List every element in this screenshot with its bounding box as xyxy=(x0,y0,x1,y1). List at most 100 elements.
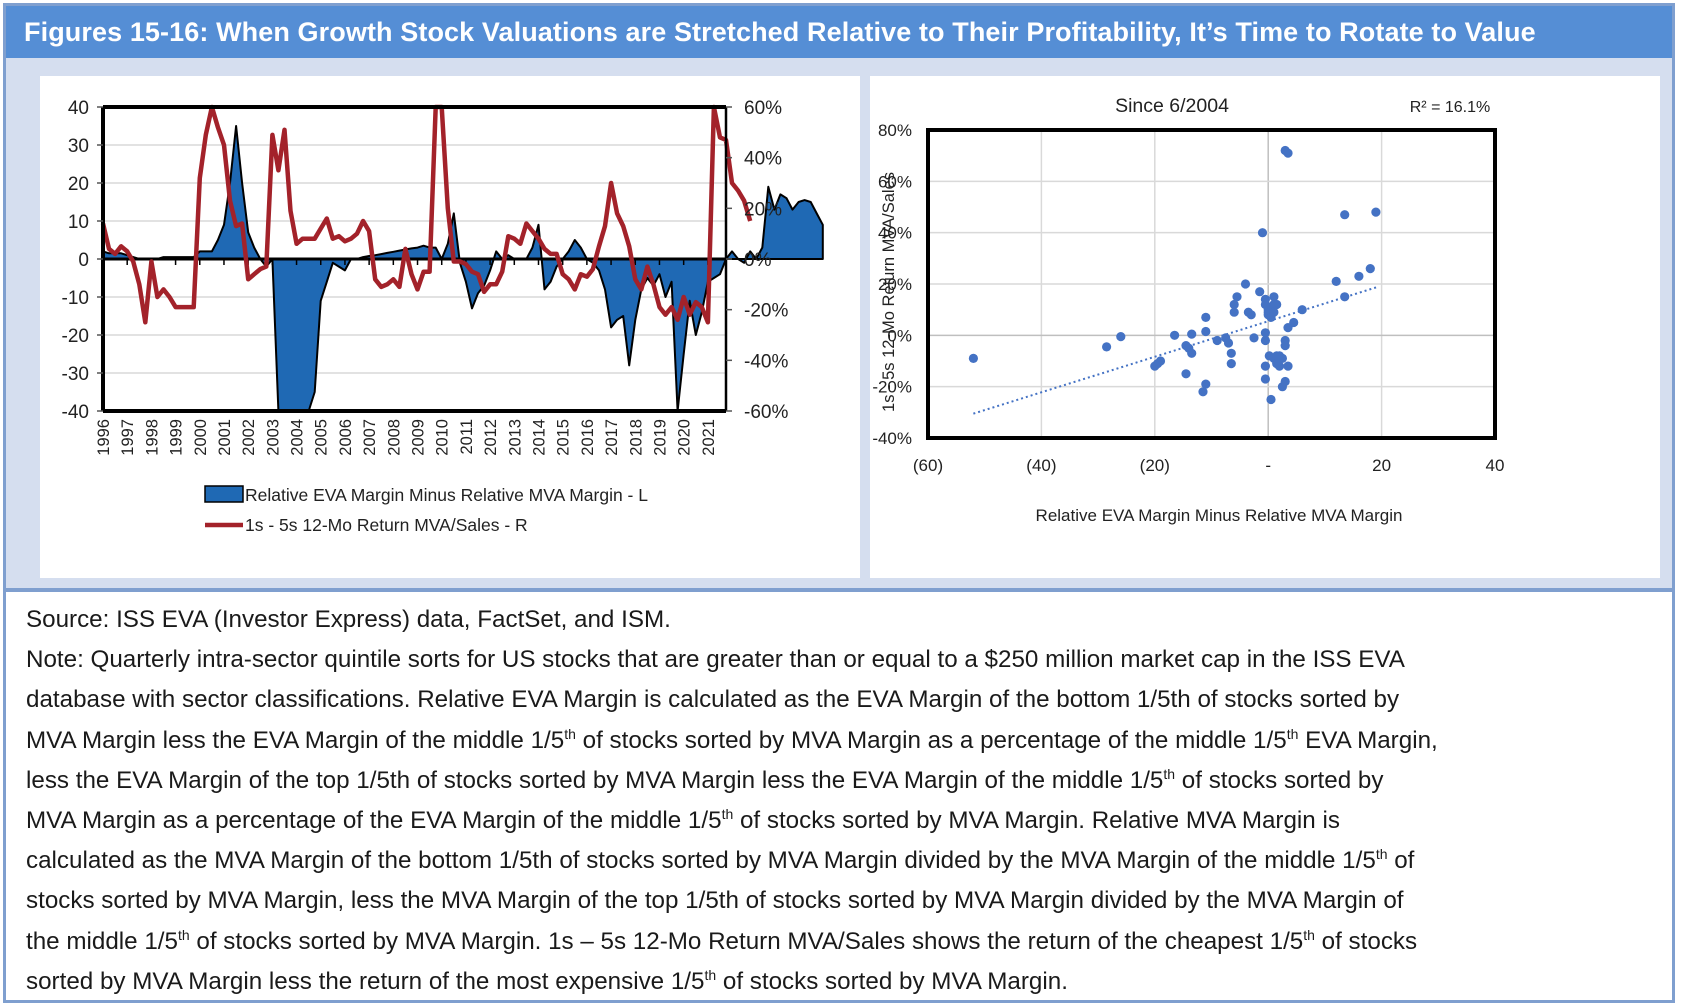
ordinal-superscript: th xyxy=(1163,765,1176,782)
legend-label-line: 1s - 5s 12-Mo Return MVA/Sales - R xyxy=(245,515,528,535)
left-axis-tick-label: 10 xyxy=(68,212,89,233)
scatter-chart: 80% 60% 40% 20% 0% -20% -40%(60) (40) (20) - 20 40 S… xyxy=(872,95,1504,525)
legend-swatch-area xyxy=(204,485,244,503)
scatter-point xyxy=(1280,376,1290,387)
scatter-point xyxy=(1198,387,1208,397)
scatter-point xyxy=(1201,379,1211,389)
scatter-point xyxy=(1269,292,1279,302)
note-text: Note: Quarterly intra-sector quintile so… xyxy=(26,640,1666,1002)
y-axis-tick-label: -40% xyxy=(872,429,912,448)
x-axis-tick-label: 2000 xyxy=(192,419,210,456)
note-line: calculated as the MVA Margin of the bott… xyxy=(26,846,1415,875)
right-axis-tick-label: 60% xyxy=(744,98,782,119)
right-axis-tick-label: 0% xyxy=(744,250,772,271)
plot-border xyxy=(926,128,1497,440)
scatter-point xyxy=(1181,369,1191,379)
scatter-point xyxy=(1283,361,1293,371)
y-axis-title: 1s - 5s 12-Mo Return MVA/Sales xyxy=(880,172,898,412)
scatter-point xyxy=(1269,307,1279,317)
x-axis-tick-label: (60) xyxy=(913,456,943,475)
scatter-chart-panel: 80% 60% 40% 20% 0% -20% -40% (60) (40) (20) - 20 40 S… xyxy=(870,76,1660,578)
scatter-point xyxy=(1297,305,1307,315)
y-axis-tick-label: 0% xyxy=(887,326,912,345)
ordinal-superscript: th xyxy=(704,966,717,983)
scatter-point xyxy=(1340,210,1350,220)
x-axis-tick-label: - xyxy=(1265,456,1271,475)
note-line: the middle 1/5th of stocks sorted by MVA… xyxy=(26,926,1418,955)
scatter-point xyxy=(1257,228,1268,238)
scatter-point xyxy=(1260,361,1270,371)
x-axis-tick-label: 2017 xyxy=(603,419,621,456)
x-axis-tick-label: 2006 xyxy=(337,419,355,456)
x-axis-tick-label: (40) xyxy=(1026,456,1056,475)
scatter-point xyxy=(1274,361,1285,371)
section-divider xyxy=(6,588,1672,592)
x-axis-tick-label: 2019 xyxy=(651,419,669,456)
x-axis-tick-label: 2009 xyxy=(410,419,428,456)
scatter-point xyxy=(1260,374,1270,384)
x-axis-tick-label: 20 xyxy=(1372,456,1391,475)
scatter-point xyxy=(1170,330,1180,340)
x-axis-title: Relative EVA Margin Minus Relative MVA M… xyxy=(1036,506,1403,525)
scatter-point xyxy=(968,353,978,363)
left-axis-tick-label: 0 xyxy=(78,250,89,271)
x-axis-tick-label: 2010 xyxy=(434,419,452,456)
y-axis: 80% 60% 40% 20% 0% -20% -40% xyxy=(872,121,912,448)
scatter-point xyxy=(1226,359,1236,369)
scatter-points xyxy=(968,145,1381,405)
x-axis-tick-label: 2003 xyxy=(264,419,282,456)
timeseries-chart-panel: 40 30 20 10 0 -10 -20 -30 -40 60% 40% 20% 0% -20% -40%… xyxy=(40,76,860,578)
right-axis-tick-label: 40% xyxy=(744,149,782,170)
scatter-point xyxy=(1226,348,1236,358)
x-axis-tick-label: 2005 xyxy=(313,419,331,456)
x-axis-tick-label: 1997 xyxy=(119,419,137,456)
scatter-point xyxy=(1260,328,1270,338)
ordinal-superscript: th xyxy=(1303,926,1315,943)
x-axis-tick-label: 2020 xyxy=(676,419,694,456)
line-series-1s-5s-return xyxy=(100,104,753,325)
ordinal-superscript: th xyxy=(177,926,190,943)
scatter-point xyxy=(1283,148,1293,158)
y-axis-tick-label: 40% xyxy=(878,224,912,243)
x-axis-tick-label: 2021 xyxy=(700,419,718,456)
right-axis-tick-label: 20% xyxy=(744,199,782,220)
x-axis-tick-label: 2013 xyxy=(506,419,524,456)
note-line: less the EVA Margin of the top 1/5th of … xyxy=(26,765,1384,794)
scatter-point xyxy=(1255,287,1265,297)
ordinal-superscript: th xyxy=(721,805,734,822)
figure-title: Figures 15-16: When Growth Stock Valuati… xyxy=(6,6,1672,58)
scatter-point xyxy=(1102,342,1112,352)
x-axis-tick-label: (20) xyxy=(1140,456,1170,475)
scatter-point xyxy=(1155,356,1166,366)
scatter-point xyxy=(1354,271,1364,281)
note-line: stocks sorted by MVA Margin, less the MV… xyxy=(26,887,1404,915)
left-axis-tick-label: -30 xyxy=(62,364,89,385)
x-axis-tick-label: 2007 xyxy=(361,419,379,456)
scatter-point xyxy=(1187,329,1197,339)
scatter-point xyxy=(1229,307,1239,317)
scatter-point xyxy=(1249,333,1259,343)
x-axis-tick-label: 2002 xyxy=(240,419,258,456)
legend: Relative EVA Margin Minus Relative MVA M… xyxy=(204,485,648,535)
ordinal-superscript: th xyxy=(1375,846,1388,863)
gridlines xyxy=(928,130,1495,438)
x-axis-labels: 1996 1997 1998 1999 2000 2001 2002 2003 2004 2005… xyxy=(95,419,718,456)
x-axis-tick-label: 2008 xyxy=(385,419,403,456)
x-axis-tick-label: 2016 xyxy=(579,419,597,456)
scatter-point xyxy=(1246,310,1256,320)
x-axis-tick-label: 2015 xyxy=(555,419,573,456)
y-axis-tick-label: 60% xyxy=(878,172,912,191)
y-axis-tick-label: 20% xyxy=(878,275,912,294)
r-squared-annotation: R² = 16.1% xyxy=(1410,99,1490,116)
legend-label-area: Relative EVA Margin Minus Relative MVA M… xyxy=(245,485,648,505)
left-axis-tick-label: -10 xyxy=(62,288,89,309)
trendline xyxy=(973,285,1380,415)
scatter-point xyxy=(1340,292,1350,302)
x-axis-tick-label: 1996 xyxy=(95,419,113,456)
scatter-point xyxy=(1280,341,1290,351)
right-axis: 60% 40% 20% 0% -20% -40% -60% xyxy=(726,98,788,423)
ordinal-superscript: th xyxy=(564,725,576,742)
scatter-point xyxy=(1277,353,1287,363)
scatter-point xyxy=(1289,317,1299,328)
scatter-point xyxy=(1260,335,1270,346)
